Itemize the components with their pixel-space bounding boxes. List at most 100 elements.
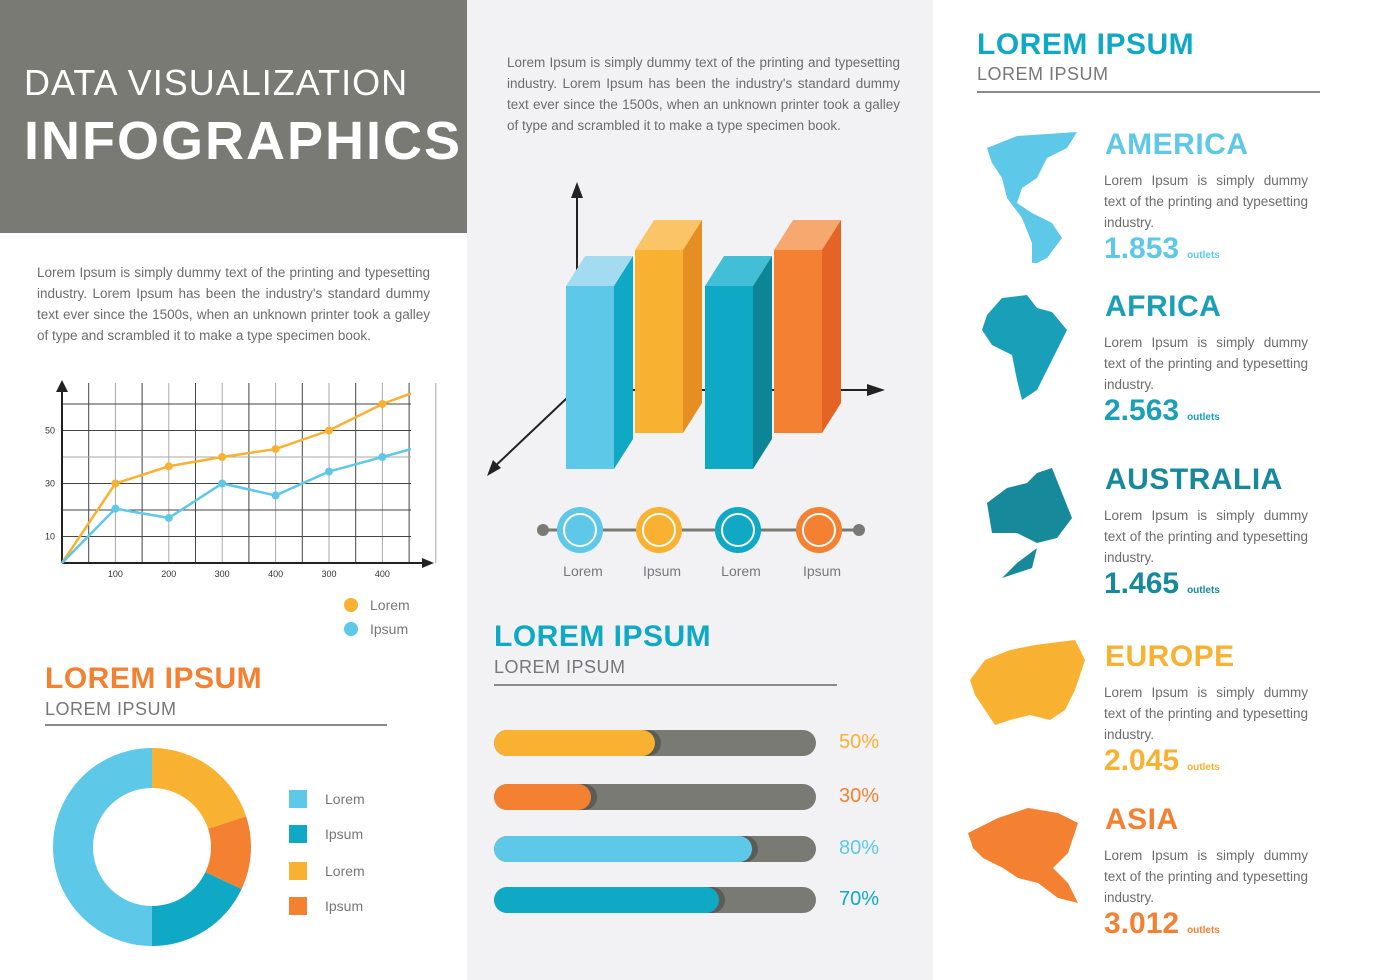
africa-map-icon (982, 295, 1067, 400)
region-description: Lorem Ipsum is simply dummy text of the … (1104, 848, 1308, 905)
donut-legend-item: Ipsum (289, 897, 363, 915)
progress-value: 30% (839, 785, 880, 807)
progress-fill (494, 836, 752, 862)
progress-fill (494, 730, 655, 756)
region-description: Lorem Ipsum is simply dummy text of the … (1104, 173, 1308, 230)
timeline-marker-ring (721, 513, 755, 547)
region-unit: outlets (1187, 762, 1220, 773)
americas-map-icon (987, 132, 1077, 263)
region-stat: 3.012 outlets (1104, 907, 1220, 941)
legend-label: Lorem (325, 791, 365, 807)
donut-slice (152, 872, 242, 946)
middle-column (467, 0, 933, 980)
x-tick-label: 300 (321, 569, 336, 579)
progress-bar (494, 887, 816, 913)
legend-dot-icon (344, 598, 358, 612)
bar-front (635, 250, 683, 433)
legend-label: Ipsum (325, 826, 364, 842)
bar-side (614, 256, 633, 469)
legend-swatch-icon (289, 825, 307, 843)
series-line-lorem (60, 392, 412, 564)
progress-value: 50% (839, 731, 880, 753)
region-value: 2.563 (1104, 394, 1180, 427)
line-legend-lorem: Lorem (344, 597, 410, 613)
donut-legend-item: Lorem (289, 862, 365, 880)
bar-side (683, 220, 702, 433)
europe-map-icon (970, 640, 1085, 725)
bar-top (566, 256, 633, 286)
progress-bar (494, 730, 816, 756)
divider (977, 91, 1320, 93)
legend-swatch-icon (289, 897, 307, 915)
asia-map-icon (968, 808, 1078, 903)
donut-slice (53, 748, 152, 946)
x-axis-arrow-icon (422, 558, 434, 568)
divider (494, 684, 837, 686)
region-unit: outlets (1187, 585, 1220, 596)
region-title: ASIA (1105, 803, 1179, 836)
z-axis (490, 397, 568, 471)
region-value: 2.045 (1104, 744, 1180, 777)
region-stat: 2.563 outlets (1104, 394, 1220, 428)
legend-dot-icon (344, 622, 358, 636)
region-value: 1.465 (1104, 567, 1180, 600)
progress-bar (494, 784, 816, 810)
legend-label: Lorem (370, 597, 410, 613)
legend-label: Lorem (325, 863, 365, 879)
x-axis-arrow-icon (867, 384, 885, 396)
region-title: EUROPE (1105, 640, 1235, 673)
x-tick-label: 400 (268, 569, 283, 579)
bar-side (822, 220, 841, 433)
z-axis-arrow-icon (487, 460, 501, 476)
legend-swatch-icon (289, 862, 307, 880)
y-tick-label: 30 (45, 479, 55, 489)
series-line-ipsum (61, 447, 412, 564)
data-point (271, 445, 280, 454)
region-unit: outlets (1187, 250, 1220, 261)
data-point (271, 491, 280, 500)
timeline-label: Lorem (721, 563, 761, 579)
progress-section-title: LOREM IPSUM (494, 620, 712, 653)
progress-fill (494, 784, 591, 810)
progress-value: 70% (839, 888, 880, 910)
region-stat: 1.853 outlets (1104, 232, 1220, 266)
x-tick-label: 300 (215, 569, 230, 579)
x-tick-label: 200 (161, 569, 176, 579)
middle-paragraph: Lorem Ipsum is simply dummy text of the … (507, 55, 900, 133)
x-tick-label: 100 (108, 569, 123, 579)
data-point (111, 504, 120, 513)
bar-front (566, 286, 614, 469)
y-tick-label: 50 (45, 426, 55, 436)
region-stat: 2.045 outlets (1104, 744, 1220, 778)
donut-legend-item: Lorem (289, 790, 365, 808)
region-description: Lorem Ipsum is simply dummy text of the … (1104, 685, 1308, 742)
donut-slice (205, 816, 251, 890)
region-title: AUSTRALIA (1105, 463, 1283, 496)
timeline-marker-ring (642, 513, 676, 547)
regions-section-subtitle: LOREM IPSUM (977, 64, 1109, 84)
x-tick-label: 400 (375, 569, 390, 579)
data-point (164, 513, 173, 522)
divider (45, 724, 387, 726)
australia-map-icon (987, 468, 1072, 578)
timeline-label: Lorem (563, 563, 603, 579)
region-unit: outlets (1187, 925, 1220, 936)
region-description: Lorem Ipsum is simply dummy text of the … (1104, 508, 1308, 565)
timeline-label: Ipsum (803, 563, 841, 579)
bar-front (774, 250, 822, 433)
region-value: 1.853 (1104, 232, 1180, 265)
bar-top (774, 220, 841, 250)
line-chart: 10 30 50 100 200 300 400 300 400 (45, 380, 437, 579)
timeline-end-dot (537, 524, 549, 536)
region-title: AFRICA (1105, 290, 1222, 323)
legend-label: Ipsum (325, 898, 364, 914)
y-axis-arrow-icon (56, 380, 68, 392)
line-legend-ipsum: Ipsum (344, 621, 408, 637)
data-point (218, 479, 227, 488)
region-unit: outlets (1187, 412, 1220, 423)
donut-section-title: LOREM IPSUM (45, 662, 263, 695)
region-description: Lorem Ipsum is simply dummy text of the … (1104, 335, 1308, 392)
left-paragraph: Lorem Ipsum is simply dummy text of the … (37, 265, 430, 343)
region-title: AMERICA (1105, 128, 1249, 161)
data-point (378, 400, 387, 408)
